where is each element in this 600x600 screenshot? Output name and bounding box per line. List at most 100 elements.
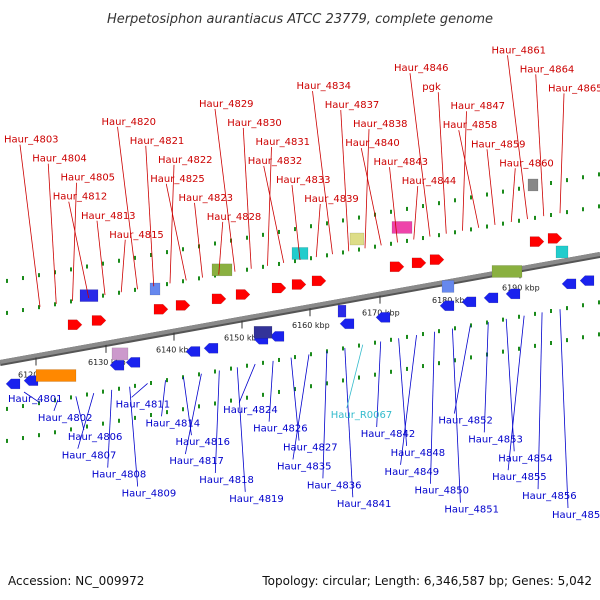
top-gene-label: Haur_4812 <box>53 192 108 203</box>
track-dot <box>278 261 280 266</box>
gene-leader-line <box>486 149 496 225</box>
track-dot <box>406 366 408 371</box>
track-dot <box>198 372 200 377</box>
gene-leader-line <box>161 380 166 417</box>
top-gene-label: Haur_4847 <box>451 101 506 112</box>
forward-gene-arrow <box>311 275 327 287</box>
top-gene-label: Haur_4832 <box>248 156 303 167</box>
bottom-gene-label: Haur_4849 <box>385 467 440 478</box>
bottom-gene-label: Haur_4848 <box>391 448 446 459</box>
gene-domain-block <box>349 232 365 246</box>
track-dot <box>502 189 504 194</box>
track-dot <box>550 309 552 313</box>
track-dot <box>326 253 328 258</box>
gene-leader-line <box>19 144 41 307</box>
bottom-gene-label: Haur_4814 <box>146 418 201 429</box>
gene-leader-line <box>169 164 175 284</box>
scale-tick-label: 6140 kbp <box>156 346 194 355</box>
track-dot <box>294 387 296 392</box>
gene-leader-line <box>47 163 57 304</box>
track-dot <box>134 287 136 292</box>
bottom-gene-label: Haur_4807 <box>62 451 117 462</box>
gene-leader-line <box>453 325 471 414</box>
track-dot <box>86 264 88 269</box>
gene-leader-line <box>96 220 106 296</box>
forward-gene-arrow <box>547 233 563 244</box>
gene-labels: Haur_4803 Haur_4804 Haur_4805 Haur_4812 Haur… <box>4 45 600 521</box>
track-dot <box>70 267 72 272</box>
track-dot <box>182 375 184 380</box>
bottom-gene-label: Haur_4808 <box>92 470 147 481</box>
gene-leader-line <box>53 399 59 412</box>
bottom-gene-label: Haur_4802 <box>38 413 93 424</box>
track-dot <box>342 218 344 223</box>
track-dot <box>70 427 72 432</box>
track-dot <box>262 360 264 365</box>
track-dot <box>166 282 168 287</box>
forward-gene-arrow <box>67 319 83 331</box>
bottom-gene-label: Haur_R0067 <box>331 410 393 421</box>
track-dot <box>566 338 568 343</box>
track-dot <box>486 320 488 325</box>
gene-domain-block <box>253 326 273 339</box>
track-dot <box>198 276 200 281</box>
track-dot <box>454 358 456 363</box>
track-dot <box>470 227 472 232</box>
gene-leader-line <box>214 108 236 272</box>
track-dot <box>294 227 296 232</box>
track-dot <box>406 206 408 211</box>
gene-leader-line <box>218 221 224 275</box>
track-dot <box>326 381 328 386</box>
track-dot <box>166 410 168 415</box>
gene-leader-line <box>267 146 272 266</box>
track-dot <box>6 406 8 411</box>
bottom-gene-label: Haur_4854 <box>498 453 553 464</box>
gene-domain-block <box>211 263 233 277</box>
top-gene-label: Haur_4833 <box>276 175 331 186</box>
forward-gene-arrow <box>529 236 545 247</box>
track-dot <box>470 195 472 200</box>
track-dot <box>278 229 280 234</box>
track-dot <box>582 303 584 308</box>
track-dot <box>390 337 392 342</box>
top-gene-label: Haur_4813 <box>81 211 136 222</box>
track-dot <box>262 392 264 397</box>
track-dot <box>534 311 536 316</box>
reverse-gene-arrow <box>561 278 577 290</box>
track-dot <box>134 383 136 388</box>
gene-leader-line <box>507 315 525 471</box>
reverse-gene-arrow <box>505 288 521 300</box>
bottom-gene-label: Haur_4852 <box>438 416 493 427</box>
track-dot <box>22 308 24 313</box>
track-dot <box>374 372 376 377</box>
gene-leader-line <box>72 182 77 301</box>
track-dot <box>518 218 520 223</box>
track-dot <box>566 210 568 215</box>
gene-domain-block <box>555 245 569 259</box>
track-dot <box>454 326 456 331</box>
top-gene-label: Haur_4843 <box>374 157 429 168</box>
gene-leader-line <box>165 183 187 281</box>
track-dot <box>118 386 120 391</box>
track-dot <box>582 335 584 340</box>
track-dot <box>38 305 40 310</box>
track-dot <box>358 247 360 252</box>
reverse-gene-arrow <box>375 312 391 323</box>
bottom-gene-label: Haur_4811 <box>116 399 171 410</box>
gene-domain-block <box>391 221 413 234</box>
bottom-gene-label: Haur_4826 <box>253 424 308 435</box>
track-dot <box>406 238 408 243</box>
track-dot <box>294 355 296 360</box>
gene-leader-line <box>413 186 419 240</box>
track-dot <box>598 300 600 305</box>
track-dot <box>246 395 248 400</box>
track-dot <box>454 230 456 235</box>
gene-leader-line <box>131 383 148 398</box>
track-dot <box>118 418 120 423</box>
gene-leader-line <box>214 370 220 473</box>
track-dot <box>86 392 88 397</box>
track-dot <box>534 343 536 348</box>
track-dot <box>198 404 200 409</box>
label-leader-lines <box>19 55 569 509</box>
track-dot <box>102 293 104 298</box>
